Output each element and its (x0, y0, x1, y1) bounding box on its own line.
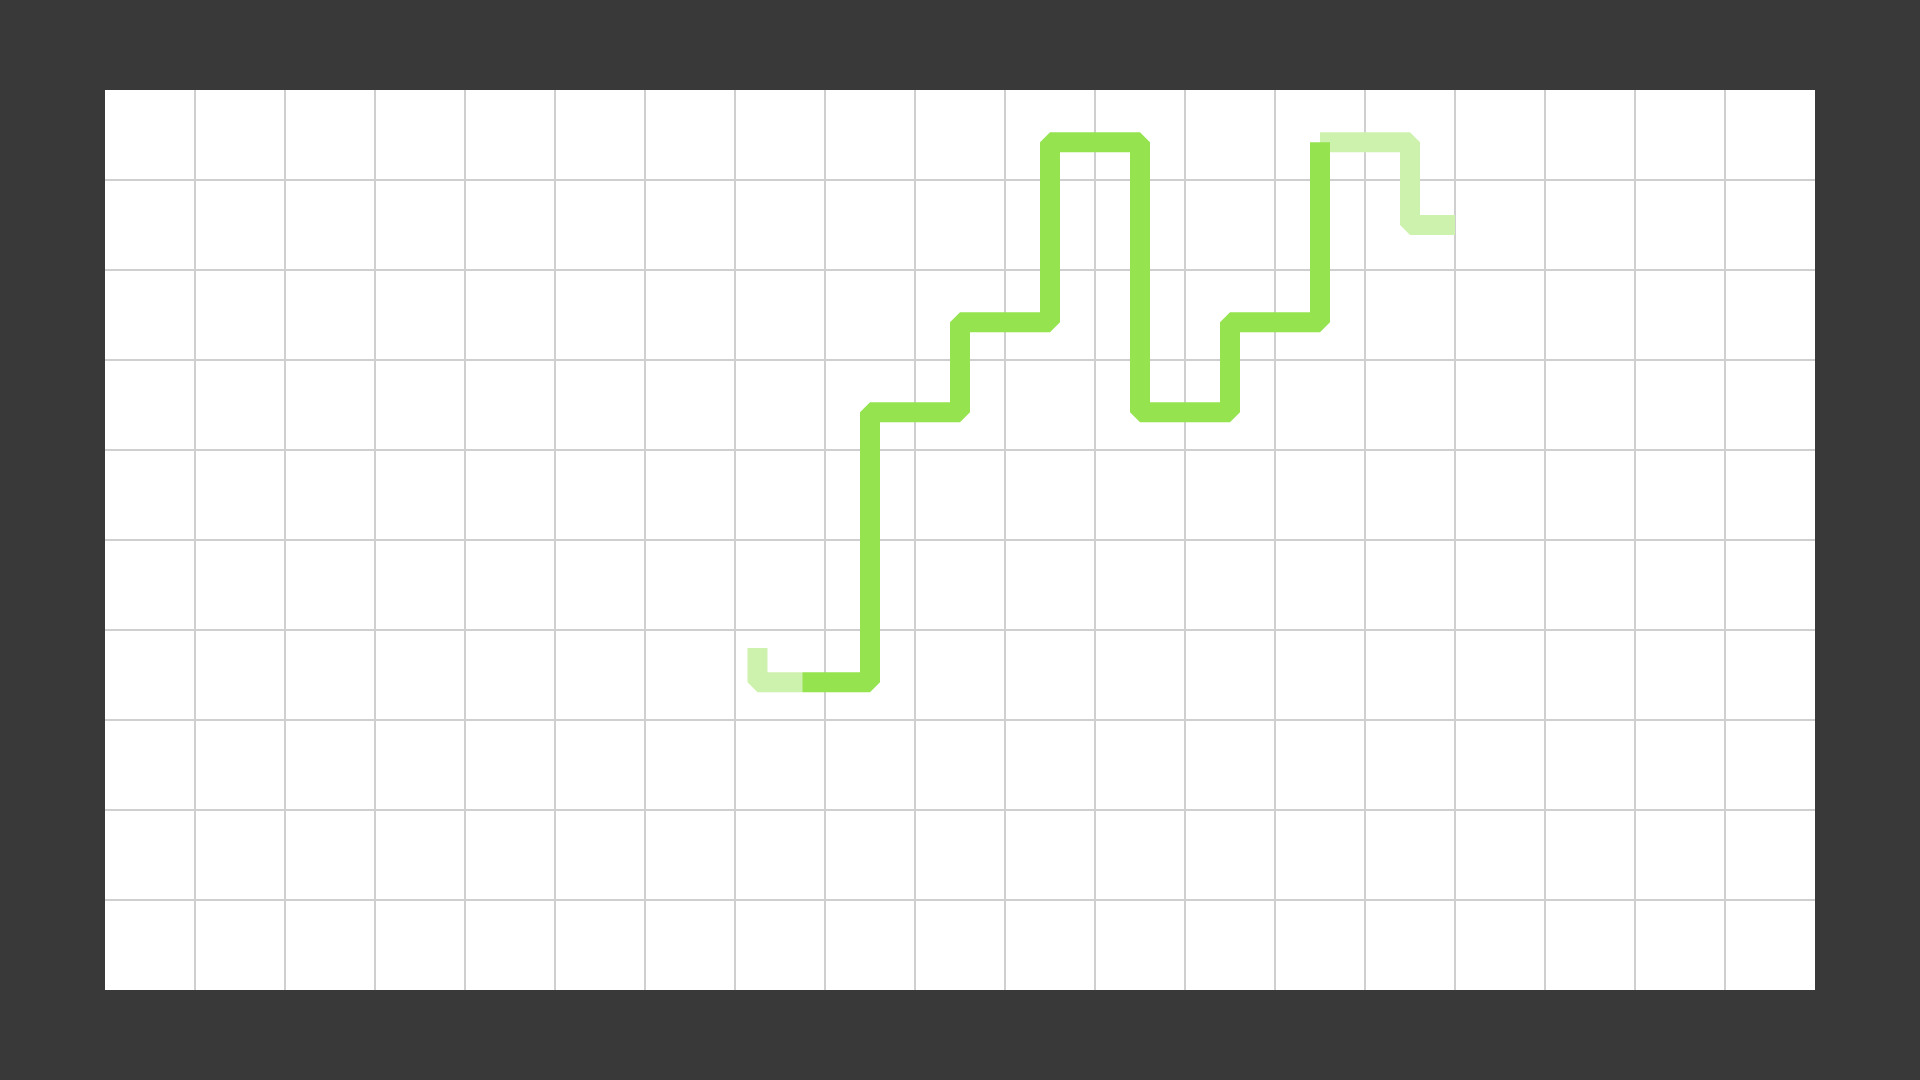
path-tail-segment (747, 648, 803, 693)
grid-lines (105, 90, 1815, 990)
snake-path (747, 132, 1455, 693)
game-board[interactable] (105, 90, 1815, 990)
path-head-segment (1320, 132, 1455, 235)
board-canvas (105, 90, 1815, 990)
path-main-segment (802, 132, 1330, 693)
